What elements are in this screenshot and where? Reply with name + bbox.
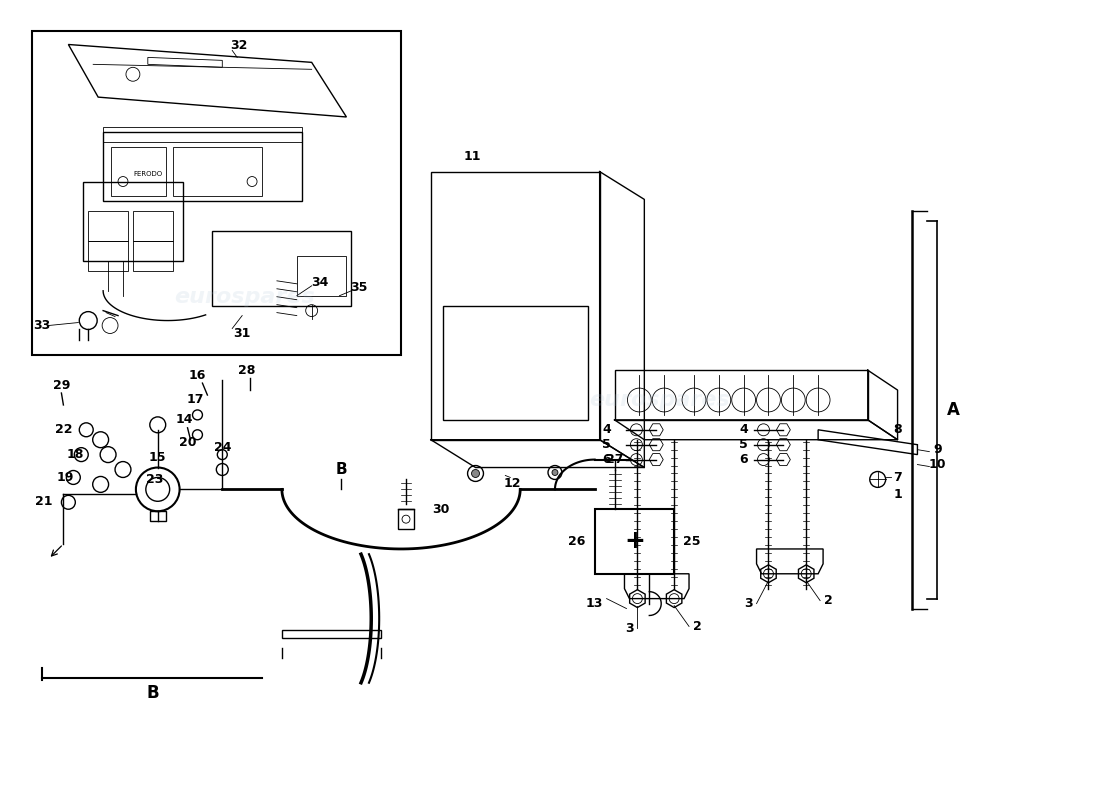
Text: 18: 18 xyxy=(67,448,84,461)
Text: 26: 26 xyxy=(568,534,585,547)
Text: eurospares: eurospares xyxy=(174,286,315,306)
Text: 30: 30 xyxy=(432,502,450,516)
Text: 1: 1 xyxy=(893,488,902,501)
Bar xyxy=(431,171,600,440)
Text: 9: 9 xyxy=(933,443,942,456)
Bar xyxy=(133,241,173,271)
Bar xyxy=(173,146,262,197)
Text: 35: 35 xyxy=(351,282,369,294)
Text: 14: 14 xyxy=(176,414,194,426)
Text: 7: 7 xyxy=(893,471,902,484)
Text: +: + xyxy=(624,529,645,553)
Text: 21: 21 xyxy=(35,494,53,508)
Text: 11: 11 xyxy=(464,150,482,163)
Text: A: A xyxy=(947,401,960,419)
Text: 25: 25 xyxy=(683,534,701,547)
Bar xyxy=(595,510,674,574)
Text: 6: 6 xyxy=(739,453,748,466)
Text: 34: 34 xyxy=(311,276,328,290)
Text: 24: 24 xyxy=(213,441,231,454)
Text: 15: 15 xyxy=(148,451,166,464)
Text: 3: 3 xyxy=(745,597,752,610)
Text: 31: 31 xyxy=(233,327,251,340)
Bar xyxy=(88,211,128,241)
Text: eurospares: eurospares xyxy=(588,390,729,410)
Text: 4: 4 xyxy=(739,423,748,436)
Text: 10: 10 xyxy=(928,458,946,471)
Bar xyxy=(111,146,166,197)
Bar xyxy=(88,241,128,271)
Text: 5: 5 xyxy=(739,438,748,451)
Text: 5: 5 xyxy=(602,438,610,451)
Text: 16: 16 xyxy=(189,369,206,382)
Bar xyxy=(398,510,414,529)
Text: 28: 28 xyxy=(239,364,256,377)
Bar xyxy=(442,306,587,420)
Text: 22: 22 xyxy=(55,423,73,436)
Text: 3: 3 xyxy=(625,622,634,635)
Bar xyxy=(84,182,183,261)
Text: 33: 33 xyxy=(33,319,51,332)
Text: 20: 20 xyxy=(179,436,196,450)
Bar xyxy=(103,132,301,202)
Bar xyxy=(282,630,382,638)
Text: 27: 27 xyxy=(606,453,624,466)
Text: 23: 23 xyxy=(146,473,164,486)
Text: 2: 2 xyxy=(824,594,833,607)
Bar xyxy=(32,30,401,355)
Bar xyxy=(103,127,301,142)
Text: 6: 6 xyxy=(603,453,611,466)
Text: 4: 4 xyxy=(602,423,610,436)
Text: 19: 19 xyxy=(57,471,74,484)
Bar xyxy=(150,511,166,521)
Circle shape xyxy=(472,470,480,478)
Text: 29: 29 xyxy=(53,378,70,392)
Text: 8: 8 xyxy=(893,423,902,436)
Text: 32: 32 xyxy=(231,39,248,52)
Text: 2: 2 xyxy=(693,620,702,633)
Text: 12: 12 xyxy=(504,477,521,490)
Text: B: B xyxy=(336,462,348,477)
Text: 17: 17 xyxy=(187,394,205,406)
Text: B: B xyxy=(146,684,160,702)
Text: 13: 13 xyxy=(586,597,604,610)
Bar xyxy=(133,211,173,241)
Bar xyxy=(212,231,351,306)
Bar xyxy=(297,256,346,296)
Text: FERODO: FERODO xyxy=(133,170,163,177)
Circle shape xyxy=(552,470,558,475)
Bar xyxy=(615,370,868,420)
